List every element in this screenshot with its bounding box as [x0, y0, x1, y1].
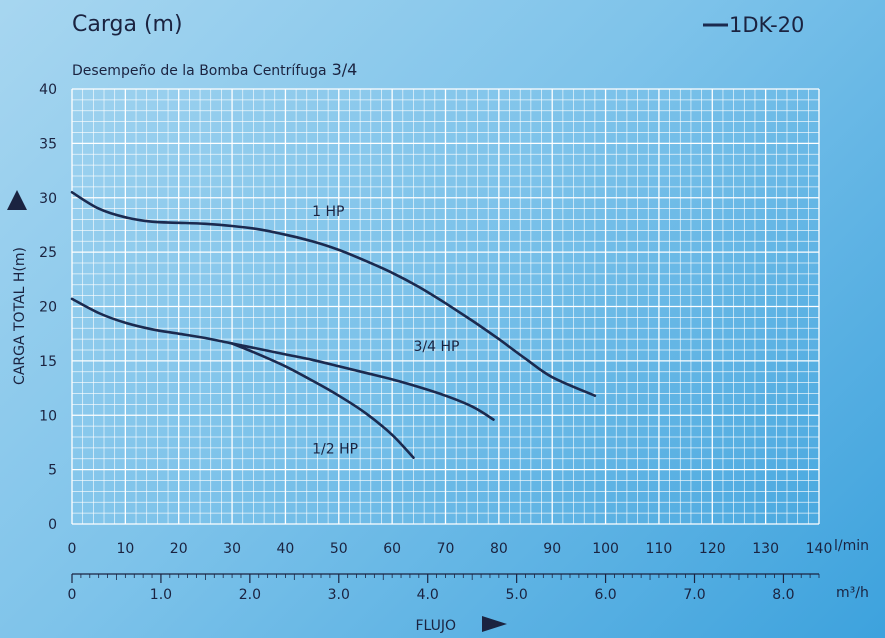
subtitle-size: 3/4	[332, 60, 358, 79]
y-tick-label: 40	[39, 82, 57, 98]
x-tick-label: 80	[490, 541, 508, 557]
x-tick-label: 20	[170, 541, 188, 557]
x2-tick-label: 1.0	[150, 587, 172, 603]
legend-label: 1DK-20	[729, 13, 804, 37]
y-axis-ticks: 0 5 10 15 20 25 30 35 40	[39, 82, 57, 533]
y-tick-label: 30	[39, 191, 57, 207]
y-tick-label: 0	[48, 517, 57, 533]
x2-tick-label: 6.0	[594, 587, 616, 603]
x-axis-label: FLUJO	[415, 618, 456, 634]
curve-3-4-hp	[70, 297, 495, 421]
x2-tick-label: 4.0	[417, 587, 439, 603]
x-tick-label: 10	[116, 541, 134, 557]
x-axis-arrow-icon	[482, 616, 507, 632]
y-tick-label: 5	[48, 463, 57, 479]
y-tick-label: 35	[39, 136, 57, 152]
x2-tick-label: 2.0	[239, 587, 261, 603]
x-tick-label: 130	[752, 541, 779, 557]
pump-curves: 1 HP 3/4 HP 1/2 HP	[70, 191, 597, 459]
x-tick-label: 100	[592, 541, 619, 557]
x2-tick-label: 0	[68, 587, 77, 603]
y-axis-arrow-icon	[7, 190, 27, 210]
x2-tick-label: 5.0	[506, 587, 528, 603]
curve-label-3-4-hp: 3/4 HP	[413, 339, 459, 355]
y-tick-label: 25	[39, 245, 57, 261]
x-tick-label: 90	[543, 541, 561, 557]
x-tick-label: 60	[383, 541, 401, 557]
curve-1-hp	[70, 191, 597, 397]
x-tick-label: 50	[330, 541, 348, 557]
x-tick-label: 40	[277, 541, 295, 557]
x2-tick-label: 3.0	[328, 587, 350, 603]
x2-tick-label: 8.0	[772, 587, 794, 603]
chart-title: Carga (m)	[72, 12, 183, 37]
x-tick-label: 140	[806, 541, 833, 557]
x-axis-ticks-lmin: 0 10 20 30 40 50 60 70 80 90 100 110 120 130 140	[68, 541, 833, 557]
x-tick-label: 120	[699, 541, 726, 557]
y-tick-label: 20	[39, 300, 57, 316]
x-unit-lmin: l/min	[834, 538, 869, 554]
x-tick-label: 0	[68, 541, 77, 557]
y-tick-label: 10	[39, 408, 57, 424]
x-tick-label: 30	[223, 541, 241, 557]
x2-tick-label: 7.0	[683, 587, 705, 603]
chart-subtitle: Desempeño de la Bomba Centrífuga 3/4	[72, 60, 357, 79]
y-axis-label: CARGA TOTAL H(m)	[12, 247, 28, 385]
x-unit-m3h: m³/h	[836, 585, 869, 601]
x-tick-label: 70	[437, 541, 455, 557]
x-axis-m3h: 0 1.0 2.0 3.0 4.0 5.0 6.0 7.0 8.0	[68, 573, 820, 603]
legend: 1DK-20	[703, 13, 804, 37]
x-tick-label: 110	[646, 541, 673, 557]
y-tick-label: 15	[39, 354, 57, 370]
subtitle-text: Desempeño de la Bomba Centrífuga	[72, 63, 327, 79]
grid	[71, 88, 820, 525]
curve-label-1-2-hp: 1/2 HP	[312, 441, 358, 457]
curve-1-2-hp	[230, 342, 415, 459]
curve-label-1-hp: 1 HP	[312, 204, 344, 220]
